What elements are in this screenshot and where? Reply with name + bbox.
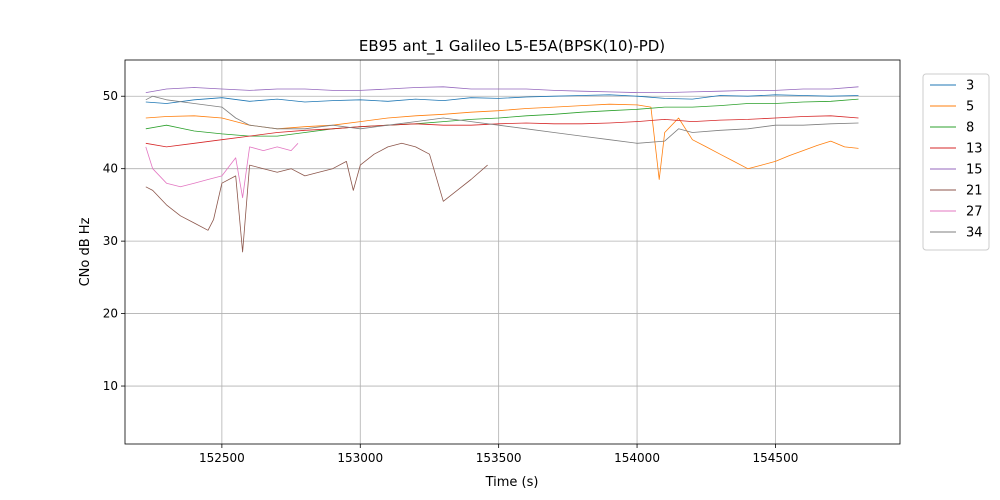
series-line-8 [145, 98, 859, 137]
plot-frame [124, 59, 901, 445]
y-tick-label: 10 [103, 379, 118, 393]
legend-label: 34 [966, 226, 983, 241]
x-axis-title: Time (s) [485, 475, 539, 490]
legend-label: 8 [966, 121, 974, 136]
x-tick-label: 153500 [476, 451, 522, 465]
x-tick-label: 154000 [614, 451, 660, 465]
series-line-21 [145, 142, 488, 253]
y-tick-label: 50 [103, 89, 118, 103]
legend-box [922, 73, 990, 251]
legend-label: 27 [966, 205, 983, 220]
x-tick-label: 154500 [753, 451, 799, 465]
series-line-34 [145, 95, 859, 144]
x-tick-label: 152500 [199, 451, 245, 465]
series-line-27 [145, 143, 299, 199]
series-line-15 [145, 86, 859, 93]
series-line-3 [145, 94, 859, 104]
series-line-5 [145, 103, 859, 180]
legend-label: 5 [966, 100, 974, 115]
y-tick-label: 30 [103, 234, 118, 248]
chart-title: EB95 ant_1 Galileo L5-E5A(BPSK(10)-PD) [359, 37, 665, 56]
legend-label: 21 [966, 184, 983, 199]
y-axis-title: CNo dB Hz [78, 217, 93, 286]
legend-label: 3 [966, 79, 974, 94]
legend: 3 5 8 13 15 21 27 34 [922, 73, 990, 251]
legend-label: 15 [966, 163, 983, 178]
axis-ticks: 152500 153000 153500 154000 154500 10 20 30 40 50 [103, 89, 799, 465]
y-tick-label: 40 [103, 162, 118, 176]
x-tick-label: 153000 [337, 451, 383, 465]
y-tick-label: 20 [103, 307, 118, 321]
legend-label: 13 [966, 142, 983, 157]
series-lines [145, 86, 859, 253]
series-line-13 [145, 115, 859, 148]
